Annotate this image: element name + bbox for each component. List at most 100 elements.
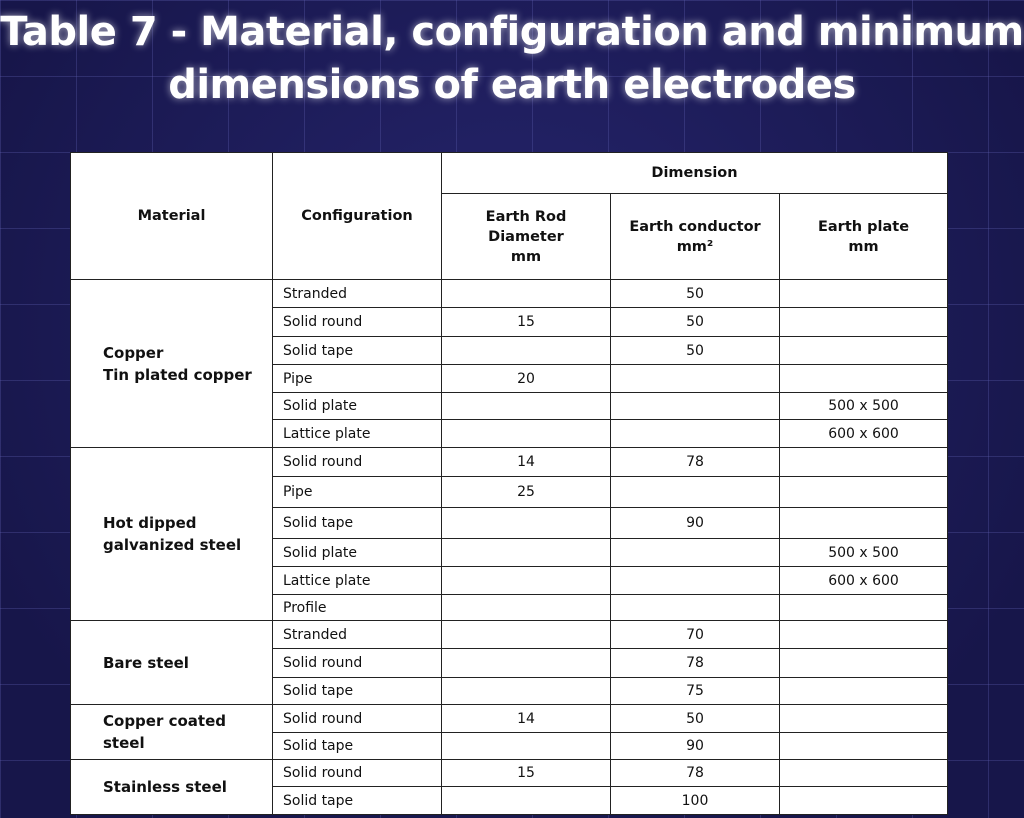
earth-plate-cell [778, 786, 949, 815]
earth-plate-cell: 500 x 500 [778, 538, 949, 567]
configuration-cell: Solid tape [272, 732, 442, 760]
header-material: Material [70, 152, 273, 280]
table-row: Copper Tin plated copper Stranded 50 [70, 279, 949, 448]
earth-conductor-cell: 70 [610, 620, 780, 649]
material-label: steel [103, 734, 145, 752]
earth-rod-cell [441, 538, 611, 567]
earth-plate-cell [778, 677, 949, 705]
configuration-cell: Solid plate [272, 538, 442, 567]
table-row: Profile [71, 594, 949, 621]
material-cell: Copper Tin plated copper [70, 279, 273, 448]
table-row: Solid tape 50 [71, 336, 949, 365]
earth-rod-cell: 14 [441, 447, 611, 477]
configuration-cell: Solid plate [272, 392, 442, 420]
material-label: Stainless steel [103, 778, 227, 796]
earth-conductor-cell: 78 [610, 648, 780, 678]
earth-rod-cell [441, 507, 611, 539]
earth-rod-cell [441, 648, 611, 678]
table-row: Solid round 15 50 [71, 307, 949, 337]
material-label: Hot dipped [103, 514, 197, 532]
earth-rod-cell [441, 786, 611, 815]
configuration-cell: Pipe [272, 476, 442, 508]
earth-conductor-cell [610, 476, 780, 508]
configuration-cell: Solid round [272, 704, 442, 733]
earth-conductor-cell: 50 [610, 279, 780, 308]
table-row: Solid tape 90 [71, 732, 949, 760]
configuration-cell: Solid tape [272, 507, 442, 539]
earth-plate-cell [778, 620, 949, 649]
header-text: mm [848, 238, 879, 255]
earth-rod-cell [441, 732, 611, 760]
table-row: Copper coated steel Solid round 14 50 [70, 704, 949, 760]
earth-plate-cell [778, 336, 949, 365]
earth-plate-cell [778, 279, 949, 308]
earth-conductor-cell [610, 392, 780, 420]
earth-plate-cell [778, 594, 949, 621]
earth-plate-cell [778, 447, 949, 477]
earth-conductor-cell: 90 [610, 732, 780, 760]
earth-conductor-cell: 50 [610, 336, 780, 365]
earth-plate-cell [778, 476, 949, 508]
configuration-cell: Pipe [272, 364, 442, 393]
earth-plate-cell: 600 x 600 [778, 566, 949, 595]
earth-plate-cell [778, 704, 949, 733]
header-earth-plate: Earth plate mm [778, 193, 949, 280]
material-label: Copper coated [103, 712, 226, 730]
configuration-cell: Lattice plate [272, 419, 442, 448]
table-row: Pipe 25 [71, 476, 949, 508]
title-line-2: dimensions of earth electrodes [168, 62, 856, 108]
earth-conductor-cell: 78 [610, 447, 780, 477]
material-label: Tin plated copper [103, 365, 252, 384]
header-earth-conductor: Earth conductor mm² [610, 193, 780, 280]
header-dimension: Dimension [440, 152, 949, 194]
header-text: Earth plate [817, 218, 910, 235]
material-cell: Copper coated steel [70, 704, 273, 760]
earth-conductor-cell [610, 538, 780, 567]
earth-conductor-cell [610, 594, 780, 621]
earth-conductor-cell: 78 [610, 759, 780, 787]
earth-rod-cell [441, 279, 611, 308]
header-text: mm² [676, 238, 714, 255]
earth-plate-cell [778, 307, 949, 337]
table-row: Solid plate 500 x 500 [71, 392, 949, 420]
earth-plate-cell [778, 507, 949, 539]
table-row: Solid tape 100 [71, 786, 949, 815]
earth-rod-cell: 15 [441, 307, 611, 337]
earth-rod-cell [441, 419, 611, 448]
page-title: Table 7 - Material, configuration and mi… [0, 6, 1024, 112]
earth-rod-cell [441, 336, 611, 365]
earth-plate-cell: 600 x 600 [778, 419, 949, 448]
earth-rod-cell: 25 [441, 476, 611, 508]
earth-rod-cell: 20 [441, 364, 611, 393]
earth-rod-cell: 14 [441, 704, 611, 733]
earth-plate-cell [778, 364, 949, 393]
header-text: mm [510, 248, 542, 265]
earth-rod-cell: 15 [441, 759, 611, 787]
header-text: Earth conductor [629, 218, 761, 235]
table-row: Lattice plate 600 x 600 [71, 566, 949, 595]
material-label: Bare steel [103, 653, 189, 672]
configuration-cell: Stranded [272, 279, 442, 308]
earth-plate-cell [778, 759, 949, 787]
earth-plate-cell [778, 648, 949, 678]
configuration-cell: Stranded [272, 620, 442, 649]
earth-conductor-cell: 100 [610, 786, 780, 815]
table-row: Bare steel Stranded 70 [70, 620, 949, 705]
earth-rod-cell [441, 594, 611, 621]
earth-rod-cell [441, 620, 611, 649]
material-label: galvanized steel [103, 536, 242, 554]
table-row: Solid plate 500 x 500 [71, 538, 949, 567]
earth-conductor-cell: 75 [610, 677, 780, 705]
earth-conductor-cell: 50 [610, 307, 780, 337]
configuration-cell: Solid round [272, 307, 442, 337]
configuration-cell: Solid tape [272, 677, 442, 705]
configuration-cell: Solid tape [272, 786, 442, 815]
table-row: Lattice plate 600 x 600 [71, 419, 949, 448]
electrodes-table: Material Configuration Dimension Earth R… [70, 152, 949, 815]
earth-conductor-cell: 50 [610, 704, 780, 733]
earth-conductor-cell: 90 [610, 507, 780, 539]
title-line-1: Table 7 - Material, configuration and mi… [0, 9, 1024, 55]
configuration-cell: Profile [272, 594, 442, 621]
earth-conductor-cell [610, 566, 780, 595]
table-row: Stainless steel Solid round 15 78 [70, 759, 949, 815]
